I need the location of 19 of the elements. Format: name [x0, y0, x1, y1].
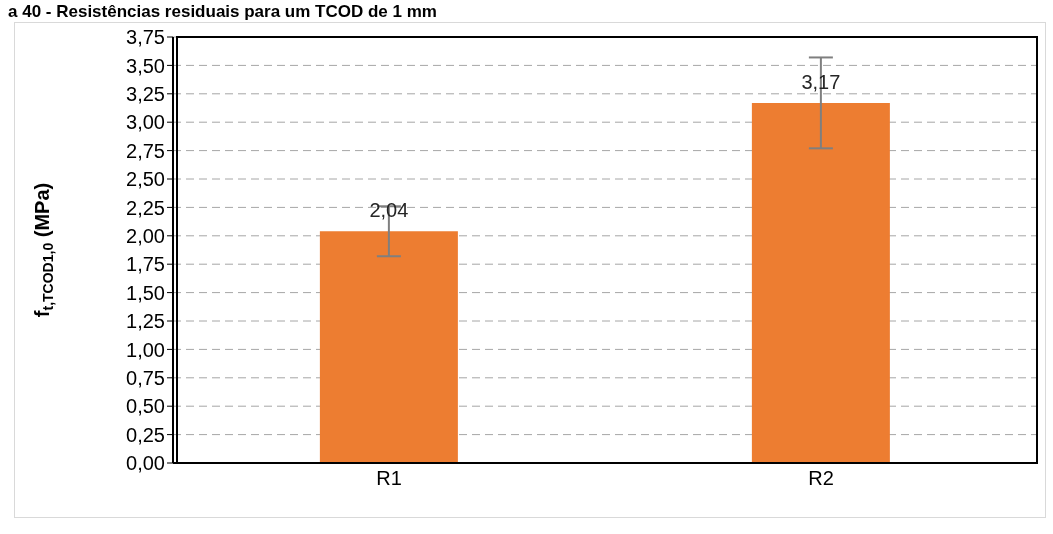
chart-title: a 40 - Resistências residuais para um TCOD de 1 mm [8, 2, 438, 22]
y-tick-label: 1,75 [126, 253, 165, 276]
y-tick-label: 2,50 [126, 168, 165, 191]
y-tick-label: 1,25 [126, 310, 165, 333]
y-tick-label: 0,50 [126, 395, 165, 418]
y-tick-label: 0,00 [126, 452, 165, 475]
y-tick-label: 1,50 [126, 281, 165, 304]
y-tick-label: 1,00 [126, 338, 165, 361]
y-tick-label: 3,75 [126, 26, 165, 49]
y-tick-label: 0,75 [126, 366, 165, 389]
y-tick-label: 2,75 [126, 139, 165, 162]
y-tick-label: 2,25 [126, 196, 165, 219]
y-tick-label: 3,50 [126, 54, 165, 77]
y-tick-label: 3,00 [126, 111, 165, 134]
x-tick-label: R1 [376, 467, 402, 490]
x-tick-label: R2 [808, 467, 834, 490]
y-tick-label: 0,25 [126, 423, 165, 446]
y-tick-label: 3,25 [126, 82, 165, 105]
y-tick-label: 2,00 [126, 224, 165, 247]
